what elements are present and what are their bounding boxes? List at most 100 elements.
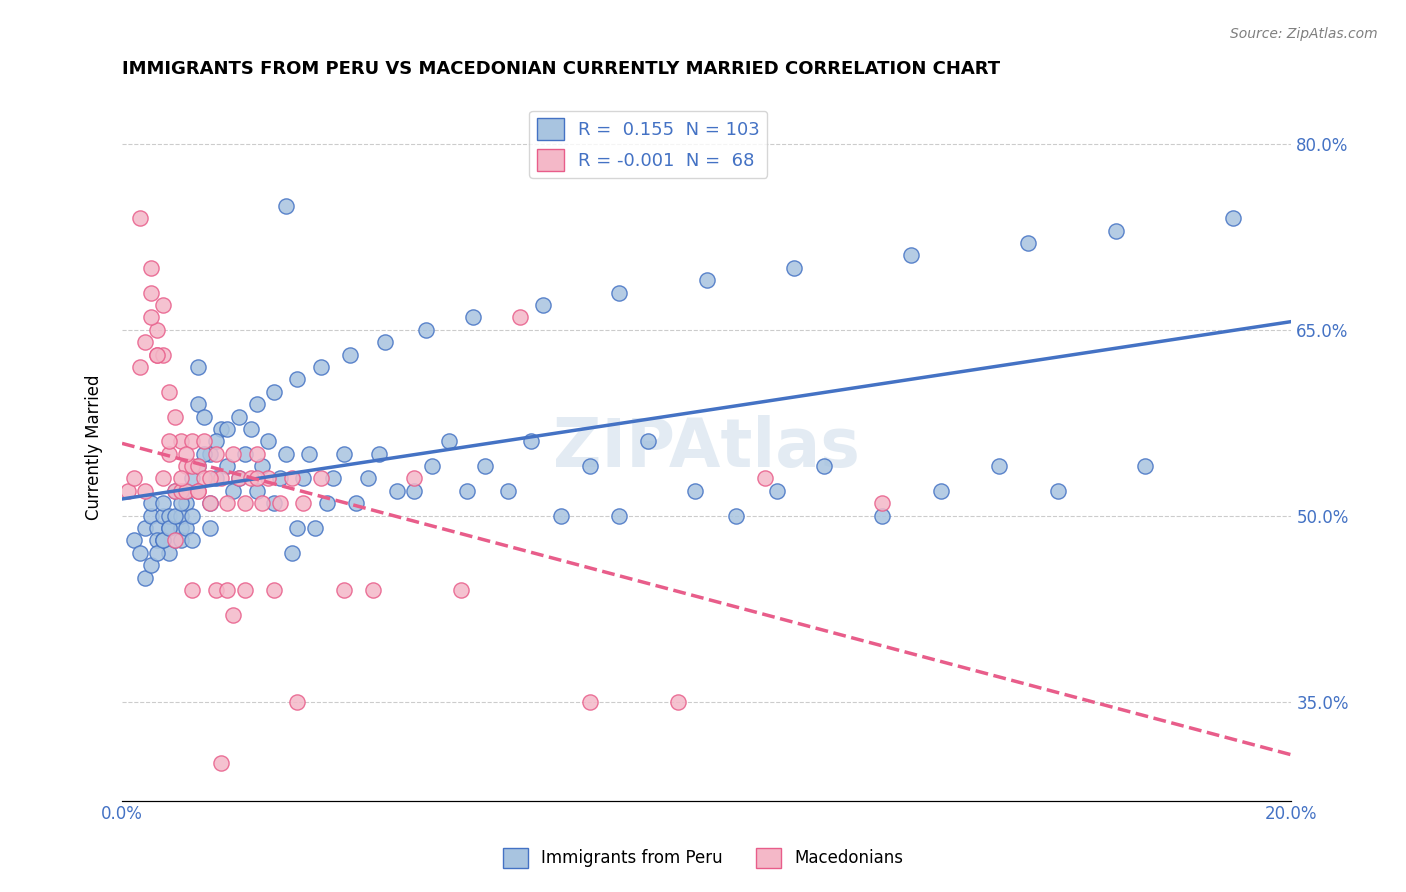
Point — [187, 483, 209, 498]
Point — [280, 546, 302, 560]
Point — [128, 546, 150, 560]
Point — [683, 483, 706, 498]
Point — [169, 521, 191, 535]
Point — [152, 533, 174, 548]
Point — [152, 508, 174, 523]
Point — [474, 459, 496, 474]
Point — [128, 359, 150, 374]
Point — [217, 459, 239, 474]
Y-axis label: Currently Married: Currently Married — [86, 375, 103, 520]
Point — [245, 471, 267, 485]
Point — [157, 508, 180, 523]
Point — [309, 359, 332, 374]
Point — [169, 533, 191, 548]
Point — [193, 434, 215, 449]
Point — [1105, 224, 1128, 238]
Point — [193, 409, 215, 424]
Text: Source: ZipAtlas.com: Source: ZipAtlas.com — [1230, 27, 1378, 41]
Point — [385, 483, 408, 498]
Point — [204, 447, 226, 461]
Point — [204, 582, 226, 597]
Point — [344, 496, 367, 510]
Point — [239, 471, 262, 485]
Point — [696, 273, 718, 287]
Point — [252, 496, 274, 510]
Point — [128, 211, 150, 226]
Point — [257, 434, 280, 449]
Point — [228, 409, 250, 424]
Point — [228, 471, 250, 485]
Point — [211, 422, 233, 436]
Point — [420, 459, 443, 474]
Point — [169, 496, 191, 510]
Point — [211, 756, 233, 771]
Point — [152, 471, 174, 485]
Point — [496, 483, 519, 498]
Point — [374, 335, 396, 350]
Point — [239, 422, 262, 436]
Point — [870, 508, 893, 523]
Point — [122, 471, 145, 485]
Point — [666, 694, 689, 708]
Point — [157, 447, 180, 461]
Point — [988, 459, 1011, 474]
Point — [309, 471, 332, 485]
Point — [245, 397, 267, 411]
Point — [198, 447, 221, 461]
Point — [141, 310, 163, 325]
Point — [176, 483, 198, 498]
Point — [146, 348, 169, 362]
Point — [146, 323, 169, 337]
Point — [181, 434, 204, 449]
Point — [450, 582, 472, 597]
Point — [152, 298, 174, 312]
Point — [783, 260, 806, 275]
Point — [298, 447, 321, 461]
Point — [134, 483, 156, 498]
Point — [287, 521, 309, 535]
Point — [198, 496, 221, 510]
Point — [900, 248, 922, 262]
Point — [187, 459, 209, 474]
Point — [356, 471, 378, 485]
Point — [117, 483, 139, 498]
Point — [368, 447, 391, 461]
Point — [169, 508, 191, 523]
Point — [233, 447, 256, 461]
Point — [122, 533, 145, 548]
Point — [217, 582, 239, 597]
Point — [187, 359, 209, 374]
Point — [157, 384, 180, 399]
Point — [157, 521, 180, 535]
Point — [415, 323, 437, 337]
Point — [228, 471, 250, 485]
Point — [187, 397, 209, 411]
Point — [163, 533, 186, 548]
Legend: R =  0.155  N = 103, R = -0.001  N =  68: R = 0.155 N = 103, R = -0.001 N = 68 — [530, 111, 768, 178]
Point — [637, 434, 659, 449]
Point — [181, 508, 204, 523]
Point — [509, 310, 531, 325]
Point — [211, 471, 233, 485]
Point — [141, 508, 163, 523]
Point — [870, 496, 893, 510]
Point — [287, 694, 309, 708]
Point — [439, 434, 461, 449]
Point — [141, 285, 163, 300]
Point — [134, 571, 156, 585]
Point — [176, 459, 198, 474]
Point — [134, 335, 156, 350]
Point — [404, 471, 426, 485]
Point — [292, 471, 315, 485]
Point — [134, 521, 156, 535]
Point — [339, 348, 361, 362]
Point — [813, 459, 835, 474]
Point — [322, 471, 344, 485]
Point — [181, 533, 204, 548]
Point — [169, 483, 191, 498]
Point — [222, 607, 245, 622]
Point — [766, 483, 789, 498]
Point — [157, 521, 180, 535]
Point — [607, 285, 630, 300]
Point — [269, 496, 291, 510]
